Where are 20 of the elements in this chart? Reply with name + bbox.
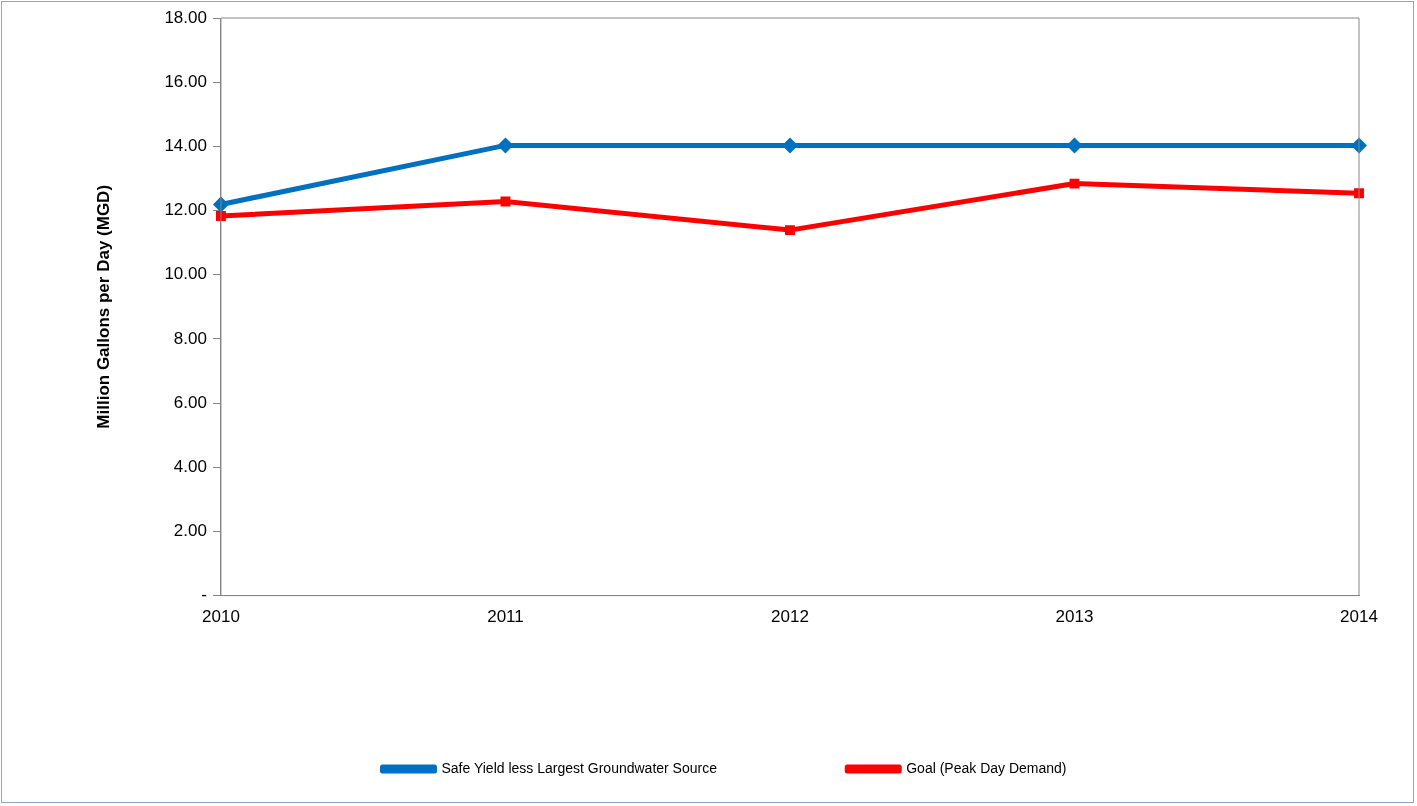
y-tick-label: 14.00 [164,136,207,156]
y-tick-label: 8.00 [173,328,207,348]
legend-label: Safe Yield less Largest Groundwater Source [441,759,718,776]
y-tick-label: 12.00 [164,200,207,220]
y-tick-label: - [201,585,207,605]
y-tick-label: 2.00 [173,521,207,541]
y-tick-label: 18.00 [164,7,207,27]
y-tick-label: 6.00 [173,392,207,412]
point [785,225,795,236]
legend-label: Goal (Peak Day Demand) [906,759,1067,776]
x-tick-label: 2012 [771,607,809,627]
point [1069,178,1080,189]
x-tick-label: 2010 [202,607,240,627]
y-tick-label: 4.00 [173,456,207,476]
x-tick-label: 2013 [1055,607,1094,627]
y-tick-label: 10.00 [164,264,207,284]
y-axis-title: Million Gallons per Day (MGD) [93,184,113,429]
x-tick-label: 2014 [1340,607,1378,627]
x-tick-label: 2011 [487,607,524,627]
y-tick-label: 16.00 [164,71,207,91]
